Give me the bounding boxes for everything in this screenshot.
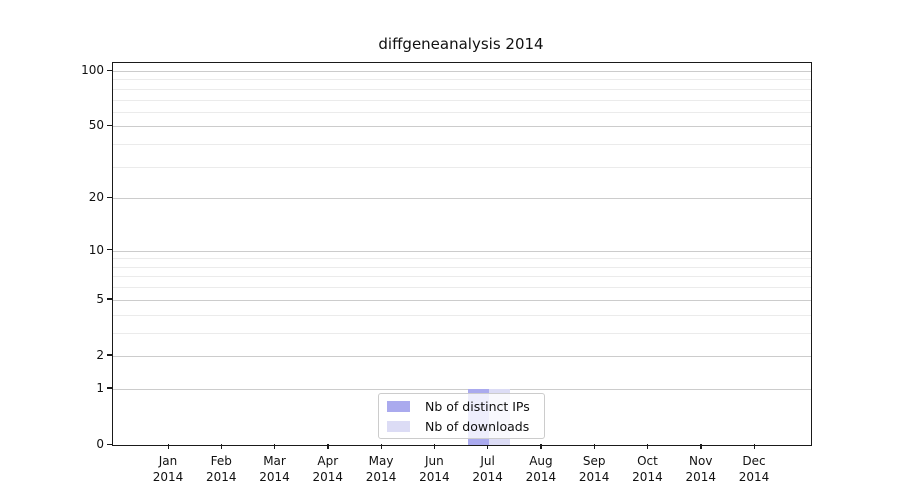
minor-gridline xyxy=(113,276,811,278)
x-tick-label: Aug 2014 xyxy=(525,454,557,484)
x-tick-mark xyxy=(487,444,489,449)
x-tick-mark xyxy=(167,444,169,449)
major-gridline xyxy=(113,198,811,200)
minor-gridline xyxy=(113,111,811,113)
x-tick-mark xyxy=(593,444,595,449)
x-tick-label: Jun 2014 xyxy=(419,454,450,484)
minor-gridline xyxy=(113,88,811,90)
x-tick-mark xyxy=(433,444,436,449)
y-tick-label: 10 xyxy=(88,242,104,257)
minor-gridline xyxy=(113,144,811,146)
minor-gridline xyxy=(113,287,811,289)
y-tick-mark xyxy=(107,298,112,300)
major-gridline xyxy=(113,250,811,252)
x-tick-mark xyxy=(327,444,329,449)
y-tick-label: 5 xyxy=(96,291,104,306)
major-gridline xyxy=(113,71,811,72)
legend-swatch-downloads-icon xyxy=(387,420,410,432)
major-gridline xyxy=(113,355,811,357)
y-tick-label: 2 xyxy=(96,347,104,362)
minor-gridline xyxy=(113,79,811,81)
minor-gridline xyxy=(113,332,811,334)
x-tick-mark xyxy=(380,444,382,449)
y-tick-label: 50 xyxy=(88,118,104,133)
major-gridline xyxy=(113,388,811,390)
x-tick-mark xyxy=(700,444,702,449)
legend-label-downloads: Nb of downloads xyxy=(425,418,530,434)
y-tick-label: 20 xyxy=(88,190,104,205)
x-tick-label: Mar 2014 xyxy=(259,454,290,484)
chart-title: diffgeneanalysis 2014 xyxy=(378,35,544,53)
x-tick-mark xyxy=(540,444,542,449)
major-gridline xyxy=(113,126,811,128)
legend-label-distinct-ips: Nb of distinct IPs xyxy=(425,398,530,414)
y-tick-mark xyxy=(107,196,112,199)
x-tick-label: Feb 2014 xyxy=(205,454,237,484)
x-tick-mark xyxy=(220,444,223,449)
major-gridline xyxy=(113,299,811,301)
x-tick-label: Jul 2014 xyxy=(472,454,503,484)
x-tick-mark xyxy=(646,444,649,449)
y-tick-mark xyxy=(107,387,112,389)
y-tick-mark xyxy=(107,443,112,445)
y-tick-mark xyxy=(107,354,112,356)
y-tick-label: 100 xyxy=(81,63,104,77)
minor-gridline xyxy=(113,166,811,168)
minor-gridline xyxy=(113,258,811,260)
x-tick-label: Nov 2014 xyxy=(685,454,716,484)
minor-gridline xyxy=(113,266,811,268)
minor-gridline xyxy=(113,99,811,101)
y-tick-mark xyxy=(107,69,112,71)
x-tick-label: May 2014 xyxy=(365,454,397,484)
y-tick-label: 0 xyxy=(96,437,104,451)
x-tick-mark xyxy=(274,444,276,449)
y-tick-mark xyxy=(107,124,112,127)
minor-gridline xyxy=(113,314,811,316)
x-tick-label: Jan 2014 xyxy=(152,454,184,484)
legend-entry-downloads: Nb of downloads xyxy=(387,416,536,436)
plot-area: Nb of distinct IPs Nb of downloads xyxy=(112,62,812,446)
x-tick-mark xyxy=(753,444,755,449)
y-tick-mark xyxy=(107,249,112,251)
legend-entry-distinct-ips: Nb of distinct IPs xyxy=(387,396,536,416)
x-tick-label: Oct 2014 xyxy=(632,454,663,484)
y-tick-label: 1 xyxy=(96,380,104,395)
legend: Nb of distinct IPs Nb of downloads xyxy=(378,393,545,439)
x-tick-label: Sep 2014 xyxy=(578,454,610,484)
x-tick-label: Dec 2014 xyxy=(738,454,770,484)
legend-swatch-distinct-ips-icon xyxy=(387,400,410,412)
x-tick-label: Apr 2014 xyxy=(312,454,344,484)
